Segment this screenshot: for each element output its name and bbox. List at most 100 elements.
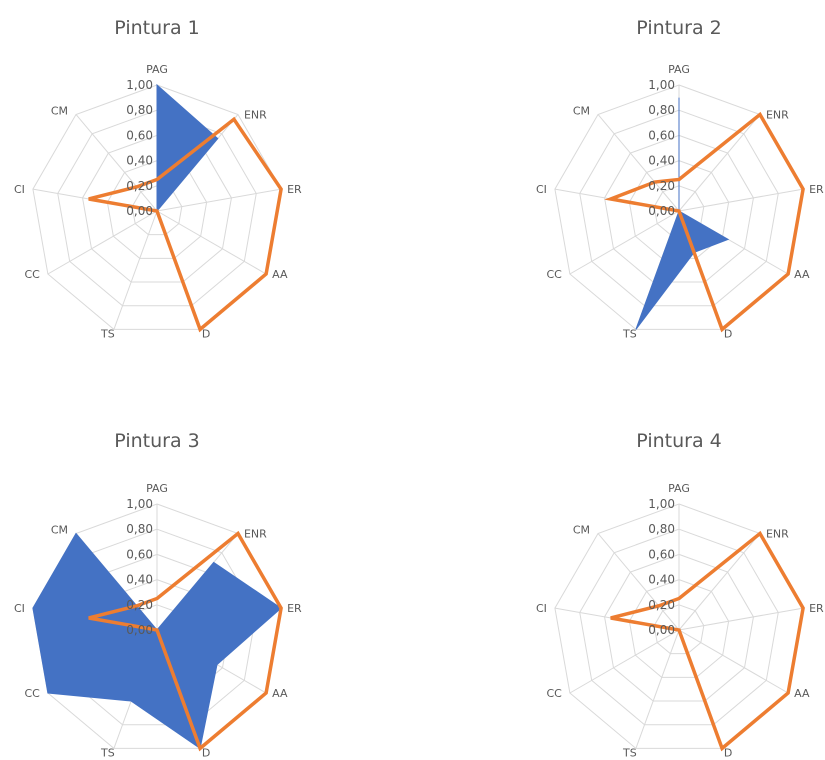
axis-label-enr: ENR xyxy=(766,108,789,121)
grid-spoke xyxy=(678,607,804,631)
grid-spoke xyxy=(156,188,282,212)
axis-label-ci: CI xyxy=(14,183,25,196)
grid-spoke xyxy=(678,114,761,212)
series-2-polygon xyxy=(88,530,283,752)
grid-spoke xyxy=(597,114,680,212)
axis-label-aa: AA xyxy=(794,687,810,700)
axis-label-aa: AA xyxy=(272,268,288,281)
grid-ring xyxy=(57,109,257,307)
tick-label: 0,20 xyxy=(648,179,675,193)
axis-label-ci: CI xyxy=(14,602,25,615)
chart-title: Pintura 1 xyxy=(114,17,199,39)
tick-label: 0,40 xyxy=(648,573,675,587)
chart-title: Pintura 4 xyxy=(636,430,721,452)
tick-label: 0,60 xyxy=(648,128,675,142)
axis-label-cc: CC xyxy=(25,268,41,281)
tick-label: 1,00 xyxy=(648,78,675,92)
axis-label-enr: ENR xyxy=(244,527,267,540)
tick-label: 0,40 xyxy=(126,573,153,587)
grid-ring xyxy=(579,109,779,307)
axis-label-er: ER xyxy=(287,183,302,196)
axis-label-ci: CI xyxy=(536,183,547,196)
tick-label: 0,80 xyxy=(126,522,153,536)
series-1-polygon xyxy=(610,530,805,752)
chart-title: Pintura 3 xyxy=(114,430,199,452)
radar-chart-2: Pintura 2 1,00 0,80 0,60 0,40 0,20 0,00 PAG ENR E… xyxy=(536,17,824,340)
grid-spoke xyxy=(569,210,680,275)
tick-label: 0,80 xyxy=(648,103,675,117)
grid-spoke xyxy=(635,629,680,749)
axis-label-pag: PAG xyxy=(146,482,168,495)
series-2-polygon xyxy=(88,116,283,333)
grid-ring xyxy=(579,528,779,726)
axis-label-er: ER xyxy=(809,183,824,196)
tick-label: 0,00 xyxy=(126,204,153,218)
axis-label-ts: TS xyxy=(100,746,115,759)
grid-ring xyxy=(131,185,183,236)
grid-ring xyxy=(82,134,232,283)
axis-label-er: ER xyxy=(809,602,824,615)
series-1-polygon xyxy=(156,83,219,213)
tick-label: 0,40 xyxy=(126,154,153,168)
axis-label-d: D xyxy=(724,746,732,759)
tick-label: 0,60 xyxy=(126,128,153,142)
grid-spoke xyxy=(47,210,158,275)
grid-ring xyxy=(106,160,208,259)
axis-label-er: ER xyxy=(287,602,302,615)
tick-label: 1,00 xyxy=(126,78,153,92)
grid-spoke xyxy=(678,188,804,212)
axis-label-enr: ENR xyxy=(244,108,267,121)
grid-ring xyxy=(32,84,282,330)
tick-label: 0,20 xyxy=(126,179,153,193)
series-1-polygon xyxy=(32,532,282,750)
grid-spoke xyxy=(75,114,158,212)
grid-ring xyxy=(653,604,705,655)
axis-label-enr: ENR xyxy=(766,527,789,540)
axis-label-ts: TS xyxy=(622,327,637,340)
tick-label: 1,00 xyxy=(648,497,675,511)
tick-label: 0,00 xyxy=(126,623,153,637)
chart-title: Pintura 2 xyxy=(636,17,721,39)
tick-label: 0,20 xyxy=(648,598,675,612)
tick-label: 0,40 xyxy=(648,154,675,168)
grid-spoke xyxy=(156,210,267,275)
grid-ring xyxy=(628,579,730,678)
grid-spoke xyxy=(678,533,761,631)
grid-ring xyxy=(604,134,754,283)
axis-label-ci: CI xyxy=(536,602,547,615)
axis-label-cm: CM xyxy=(51,523,68,536)
tick-label: 1,00 xyxy=(126,497,153,511)
grid-spoke xyxy=(113,210,158,330)
grid-ring xyxy=(604,553,754,702)
grid-spoke xyxy=(569,629,680,694)
tick-label: 0,60 xyxy=(126,547,153,561)
tick-label: 0,00 xyxy=(648,204,675,218)
grid-spoke xyxy=(678,629,789,694)
axis-label-cc: CC xyxy=(25,687,41,700)
axis-label-ts: TS xyxy=(100,327,115,340)
axis-label-cc: CC xyxy=(547,687,563,700)
axis-label-ts: TS xyxy=(622,746,637,759)
axis-label-aa: AA xyxy=(272,687,288,700)
axis-label-d: D xyxy=(202,327,210,340)
axis-label-pag: PAG xyxy=(668,63,690,76)
axis-label-pag: PAG xyxy=(668,482,690,495)
tick-label: 0,80 xyxy=(126,103,153,117)
axis-label-cc: CC xyxy=(547,268,563,281)
radar-chart-1: Pintura 1 1,00 0,80 0,60 0,40 0,20 0,00 PAG ENR E… xyxy=(14,17,302,340)
tick-label: 0,20 xyxy=(126,598,153,612)
tick-label: 0,80 xyxy=(648,522,675,536)
axis-label-d: D xyxy=(724,327,732,340)
axis-label-aa: AA xyxy=(794,268,810,281)
axis-label-d: D xyxy=(202,746,210,759)
series-2-polygon xyxy=(604,111,805,333)
radar-chart-4: Pintura 4 1,00 0,80 0,60 0,40 0,20 0,00 PAG ENR E… xyxy=(536,430,824,759)
axis-label-pag: PAG xyxy=(146,63,168,76)
tick-label: 0,00 xyxy=(648,623,675,637)
axis-label-cm: CM xyxy=(573,523,590,536)
axis-label-cm: CM xyxy=(51,104,68,117)
tick-label: 0,60 xyxy=(648,547,675,561)
radar-chart-3: Pintura 3 1,00 0,80 0,60 0,40 0,20 0,00 PAG ENR E… xyxy=(14,430,302,759)
grid-spoke xyxy=(597,533,680,631)
